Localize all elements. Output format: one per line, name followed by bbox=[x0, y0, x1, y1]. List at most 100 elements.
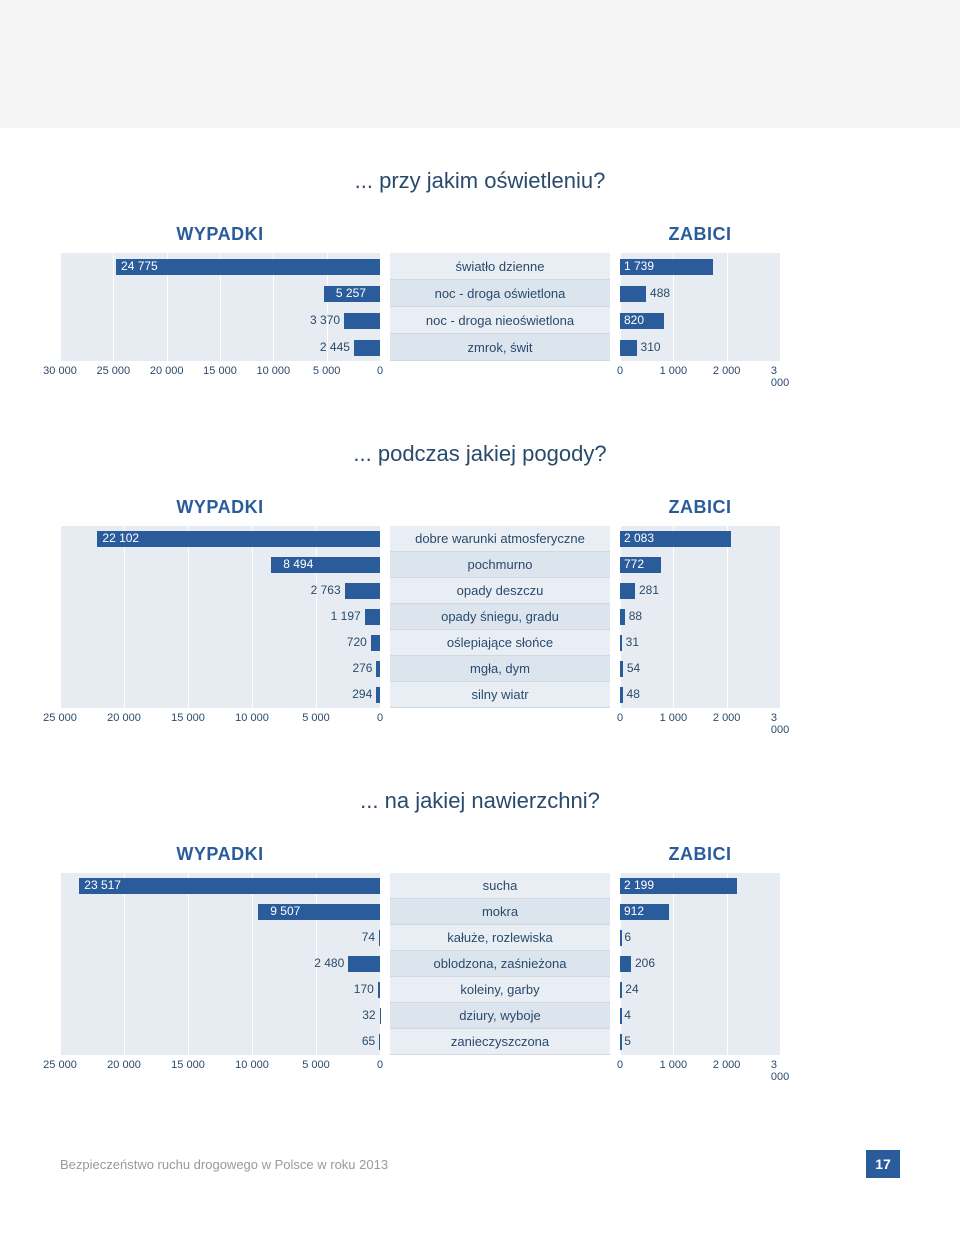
axis-tick: 0 bbox=[617, 365, 623, 377]
category-label: oblodzona, zaśnieżona bbox=[390, 951, 610, 977]
left-bar-label: 2 763 bbox=[311, 583, 341, 597]
axis-tick: 0 bbox=[617, 712, 623, 724]
axis-tick: 0 bbox=[377, 1059, 383, 1071]
category-column: suchamokrakałuże, rozlewiskaoblodzona, z… bbox=[390, 873, 610, 1055]
right-bar bbox=[620, 583, 635, 599]
axis-tick: 25 000 bbox=[43, 712, 77, 724]
axis-tick: 10 000 bbox=[257, 365, 291, 377]
axis-tick: 5 000 bbox=[302, 712, 330, 724]
axis-tick: 30 000 bbox=[43, 365, 77, 377]
category-label: mgła, dym bbox=[390, 656, 610, 682]
right-bar bbox=[620, 286, 646, 302]
axis-tick: 15 000 bbox=[171, 1059, 205, 1071]
left-bar-label: 74 bbox=[362, 930, 375, 944]
left-bar bbox=[376, 661, 380, 677]
left-bar-label: 276 bbox=[352, 661, 372, 675]
left-bar bbox=[365, 609, 380, 625]
right-bar bbox=[620, 956, 631, 972]
left-bar bbox=[371, 635, 380, 651]
right-bar-label: 820 bbox=[624, 313, 644, 327]
chart-row: 22 1028 4942 7631 19772027629425 00020 0… bbox=[60, 526, 900, 728]
right-plot: 2 08377228188315448 bbox=[620, 526, 780, 708]
axis-tick: 20 000 bbox=[150, 365, 184, 377]
axis-tick: 5 000 bbox=[302, 1059, 330, 1071]
left-bar bbox=[79, 878, 380, 894]
right-chart-title: ZABICI bbox=[620, 224, 780, 245]
right-bar-label: 48 bbox=[627, 687, 640, 701]
category-label: pochmurno bbox=[390, 552, 610, 578]
right-bar-label: 1 739 bbox=[624, 259, 654, 273]
right-bar-label: 912 bbox=[624, 904, 644, 918]
category-label: zanieczyszczona bbox=[390, 1029, 610, 1055]
left-bar bbox=[348, 956, 380, 972]
category-column: dobre warunki atmosferycznepochmurnoopad… bbox=[390, 526, 610, 708]
axis-tick: 1 000 bbox=[660, 365, 688, 377]
left-bar-label: 23 517 bbox=[84, 878, 121, 892]
left-chart-title: WYPADKI bbox=[60, 497, 380, 518]
right-bar-label: 772 bbox=[624, 557, 644, 571]
left-plot: 24 7755 2573 3702 445 bbox=[60, 253, 380, 361]
axis-tick: 20 000 bbox=[107, 712, 141, 724]
left-bar-label: 22 102 bbox=[102, 531, 139, 545]
axis-tick: 10 000 bbox=[235, 712, 269, 724]
section-title: ... podczas jakiej pogody? bbox=[60, 441, 900, 467]
right-bar bbox=[620, 609, 625, 625]
axis-tick: 0 bbox=[377, 365, 383, 377]
left-plot: 22 1028 4942 7631 197720276294 bbox=[60, 526, 380, 708]
right-bar-label: 488 bbox=[650, 286, 670, 300]
axis-tick: 3 000 bbox=[771, 712, 789, 736]
left-bar-label: 720 bbox=[347, 635, 367, 649]
left-bar bbox=[344, 313, 380, 329]
header-band bbox=[0, 0, 960, 128]
axis-tick: 10 000 bbox=[235, 1059, 269, 1071]
right-plot: 1 739488820310 bbox=[620, 253, 780, 361]
right-bar-label: 24 bbox=[625, 982, 638, 996]
chart-row: 23 5179 507742 480170326525 00020 00015 … bbox=[60, 873, 900, 1075]
left-bar-label: 2 445 bbox=[320, 340, 350, 354]
right-bar-label: 88 bbox=[629, 609, 642, 623]
category-label: koleiny, garby bbox=[390, 977, 610, 1003]
category-label: noc - droga oświetlona bbox=[390, 280, 610, 307]
chart-section: ... na jakiej nawierzchni?WYPADKIZABICI2… bbox=[60, 788, 900, 1075]
left-plot: 23 5179 507742 4801703265 bbox=[60, 873, 380, 1055]
left-bar bbox=[376, 687, 380, 703]
category-column: światło dziennenoc - droga oświetlonanoc… bbox=[390, 253, 610, 361]
axis-tick: 3 000 bbox=[771, 1059, 789, 1083]
left-bar-label: 1 197 bbox=[331, 609, 361, 623]
category-label: mokra bbox=[390, 899, 610, 925]
right-chart-title: ZABICI bbox=[620, 497, 780, 518]
right-bar-label: 2 199 bbox=[624, 878, 654, 892]
right-bar bbox=[620, 687, 623, 703]
left-bar-label: 9 507 bbox=[270, 904, 300, 918]
category-label: silny wiatr bbox=[390, 682, 610, 708]
right-bar bbox=[620, 635, 622, 651]
left-bar-label: 65 bbox=[362, 1034, 375, 1048]
page-number: 17 bbox=[866, 1150, 900, 1178]
left-bar-label: 170 bbox=[354, 982, 374, 996]
category-label: dziury, wyboje bbox=[390, 1003, 610, 1029]
page-content: ... przy jakim oświetleniu? WYPADKI ZABICI… bbox=[0, 128, 960, 1075]
axis-tick: 0 bbox=[377, 712, 383, 724]
left-bar-label: 3 370 bbox=[310, 313, 340, 327]
right-bar bbox=[620, 1034, 622, 1050]
right-bar-label: 54 bbox=[627, 661, 640, 675]
axis-tick: 2 000 bbox=[713, 712, 741, 724]
category-label: opady deszczu bbox=[390, 578, 610, 604]
chart-row: 24 7755 2573 3702 44530 00025 00020 0001… bbox=[60, 253, 900, 381]
category-label: sucha bbox=[390, 873, 610, 899]
category-label: zmrok, świt bbox=[390, 334, 610, 361]
right-bar-label: 31 bbox=[626, 635, 639, 649]
axis-tick: 15 000 bbox=[203, 365, 237, 377]
right-bar-label: 2 083 bbox=[624, 531, 654, 545]
section-title: ... przy jakim oświetleniu? bbox=[60, 168, 900, 194]
left-bar bbox=[378, 982, 380, 998]
left-bar-label: 24 775 bbox=[121, 259, 158, 273]
left-bar bbox=[97, 531, 380, 547]
left-bar bbox=[354, 340, 380, 356]
axis-tick: 5 000 bbox=[313, 365, 341, 377]
right-bar bbox=[620, 930, 622, 946]
axis-tick: 2 000 bbox=[713, 1059, 741, 1071]
axis-tick: 15 000 bbox=[171, 712, 205, 724]
right-bar-label: 206 bbox=[635, 956, 655, 970]
category-label: kałuże, rozlewiska bbox=[390, 925, 610, 951]
